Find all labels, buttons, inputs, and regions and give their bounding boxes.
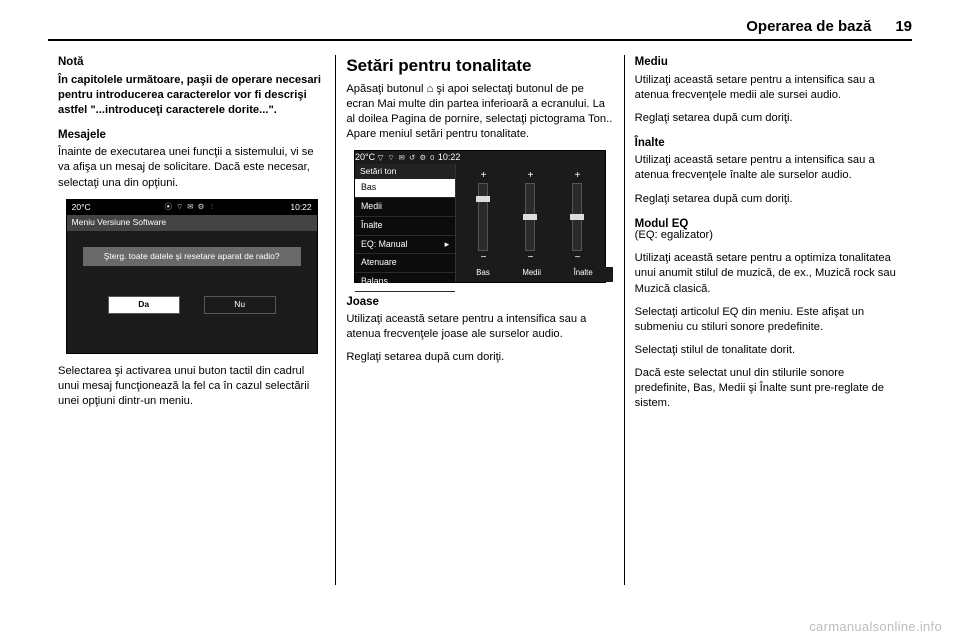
- shot2-body: Setări ton Bas Medii Înalte EQ: Manual ▸…: [355, 164, 605, 282]
- after-shot-text: Selectarea şi activarea unui buton tacti…: [58, 364, 325, 409]
- header-title: Operarea de bază: [746, 18, 871, 35]
- minus-icon: −: [481, 253, 487, 263]
- high-adjust: Reglaţi setarea după cum doriţi.: [635, 192, 902, 207]
- shot2-slider-labels: Bas Medii Înalte: [456, 267, 613, 282]
- slider-thumb: [476, 196, 490, 202]
- slider-thumb: [523, 214, 537, 220]
- plus-icon: +: [481, 171, 487, 181]
- shot1-dialog-area: Şterg. toate datele şi resetare aparat d…: [67, 231, 317, 353]
- column-3: Mediu Utilizaţi această setare pentru a …: [625, 55, 912, 585]
- shot1-dialog-text: Şterg. toate datele şi resetare aparat d…: [83, 247, 301, 266]
- shot1-topbar: 20°C ⦿ ⌔ ✉ ⚙ ⋮ 10:22: [67, 200, 317, 215]
- shot2-clock: 10:22: [438, 152, 461, 162]
- high-heading: Înalte: [635, 136, 902, 152]
- plus-icon: +: [575, 171, 581, 181]
- shot2-menu: Setări ton Bas Medii Înalte EQ: Manual ▸…: [355, 164, 456, 282]
- note-heading: Notă: [58, 55, 325, 71]
- shot1-clock: 10:22: [290, 202, 311, 213]
- low-body: Utilizaţi această setare pentru a intens…: [346, 312, 613, 342]
- menu-item-inalte[interactable]: Înalte: [355, 217, 455, 236]
- eq-body-4: Dacă este selectat unul din stilurile so…: [635, 366, 902, 411]
- tone-settings-intro: Apăsaţi butonul ⌂ şi apoi selectaţi buto…: [346, 82, 613, 142]
- slider-thumb: [570, 214, 584, 220]
- messages-body: Înainte de executarea unei funcţii a sis…: [58, 145, 325, 190]
- slider-label-medii: Medii: [522, 268, 541, 279]
- mid-adjust: Reglaţi setarea după cum doriţi.: [635, 111, 902, 126]
- mid-body: Utilizaţi această setare pentru a intens…: [635, 73, 902, 103]
- menu-item-bas[interactable]: Bas: [355, 179, 455, 198]
- eq-body-2: Selectaţi articolul EQ din meniu. Este a…: [635, 305, 902, 335]
- shot1-temp: 20°C: [72, 202, 91, 213]
- dialog-no-button[interactable]: Nu: [204, 296, 276, 313]
- shot1-dialog-buttons: Da Nu: [83, 296, 301, 313]
- shot2-status-icons: ▽ ⌔ ✉ ↺ ⚙ 0: [378, 153, 436, 162]
- minus-icon: −: [575, 253, 581, 263]
- dialog-screenshot: 20°C ⦿ ⌔ ✉ ⚙ ⋮ 10:22 Meniu Versiune Soft…: [66, 199, 318, 354]
- chevron-right-icon: ▸: [445, 239, 449, 251]
- eq-body-3: Selectaţi stilul de tonalitate dorit.: [635, 343, 902, 358]
- shot2-sliders: + − + − +: [456, 164, 605, 267]
- slider-bas[interactable]: + −: [463, 171, 503, 263]
- shot2-temp: 20°C: [355, 152, 375, 162]
- column-2: Setări pentru tonalitate Apăsaţi butonul…: [335, 55, 624, 585]
- high-body: Utilizaţi această setare pentru a intens…: [635, 153, 902, 183]
- slider-medii[interactable]: + −: [510, 171, 550, 263]
- minus-icon: −: [528, 253, 534, 263]
- content-columns: Notă În capitolele următoare, paşii de o…: [48, 55, 912, 585]
- messages-heading: Mesajele: [58, 128, 325, 144]
- menu-item-eq[interactable]: EQ: Manual ▸: [355, 236, 455, 255]
- low-heading: Joase: [346, 295, 613, 311]
- menu-item-medii[interactable]: Medii: [355, 198, 455, 217]
- header-page-number: 19: [895, 18, 912, 35]
- slider-label-inalte: Înalte: [574, 268, 593, 279]
- menu-item-atenuare[interactable]: Atenuare: [355, 254, 455, 273]
- tone-settings-heading: Setări pentru tonalitate: [346, 55, 613, 78]
- watermark: carmanualsonline.info: [809, 619, 942, 634]
- column-1: Notă În capitolele următoare, paşii de o…: [48, 55, 335, 585]
- menu-item-eq-label: EQ: Manual: [361, 239, 407, 251]
- page-header: Operarea de bază 19: [48, 18, 912, 41]
- mid-heading: Mediu: [635, 55, 902, 71]
- shot2-menu-title: Setări ton: [355, 164, 455, 179]
- tone-screenshot: 20°C ▽ ⌔ ✉ ↺ ⚙ 0 10:22 Setări ton Bas Me…: [354, 150, 606, 282]
- dialog-yes-button[interactable]: Da: [108, 296, 180, 313]
- shot2-topbar: 20°C ▽ ⌔ ✉ ↺ ⚙ 0 10:22: [355, 151, 605, 163]
- note-body: În capitolele următoare, paşii de operar…: [58, 73, 325, 118]
- low-adjust: Reglaţi setarea după cum doriţi.: [346, 350, 613, 365]
- plus-icon: +: [528, 171, 534, 181]
- eq-body-1: Utilizaţi această setare pentru a optimi…: [635, 251, 902, 296]
- shot1-menu-title: Meniu Versiune Software: [67, 215, 317, 230]
- slider-label-bas: Bas: [476, 268, 489, 279]
- eq-subheading: (EQ: egalizator): [635, 228, 902, 243]
- shot1-status-icons: ⦿ ⌔ ✉ ⚙ ⋮: [165, 202, 217, 212]
- slider-inalte[interactable]: + −: [557, 171, 597, 263]
- menu-item-balans[interactable]: Balans: [355, 273, 455, 292]
